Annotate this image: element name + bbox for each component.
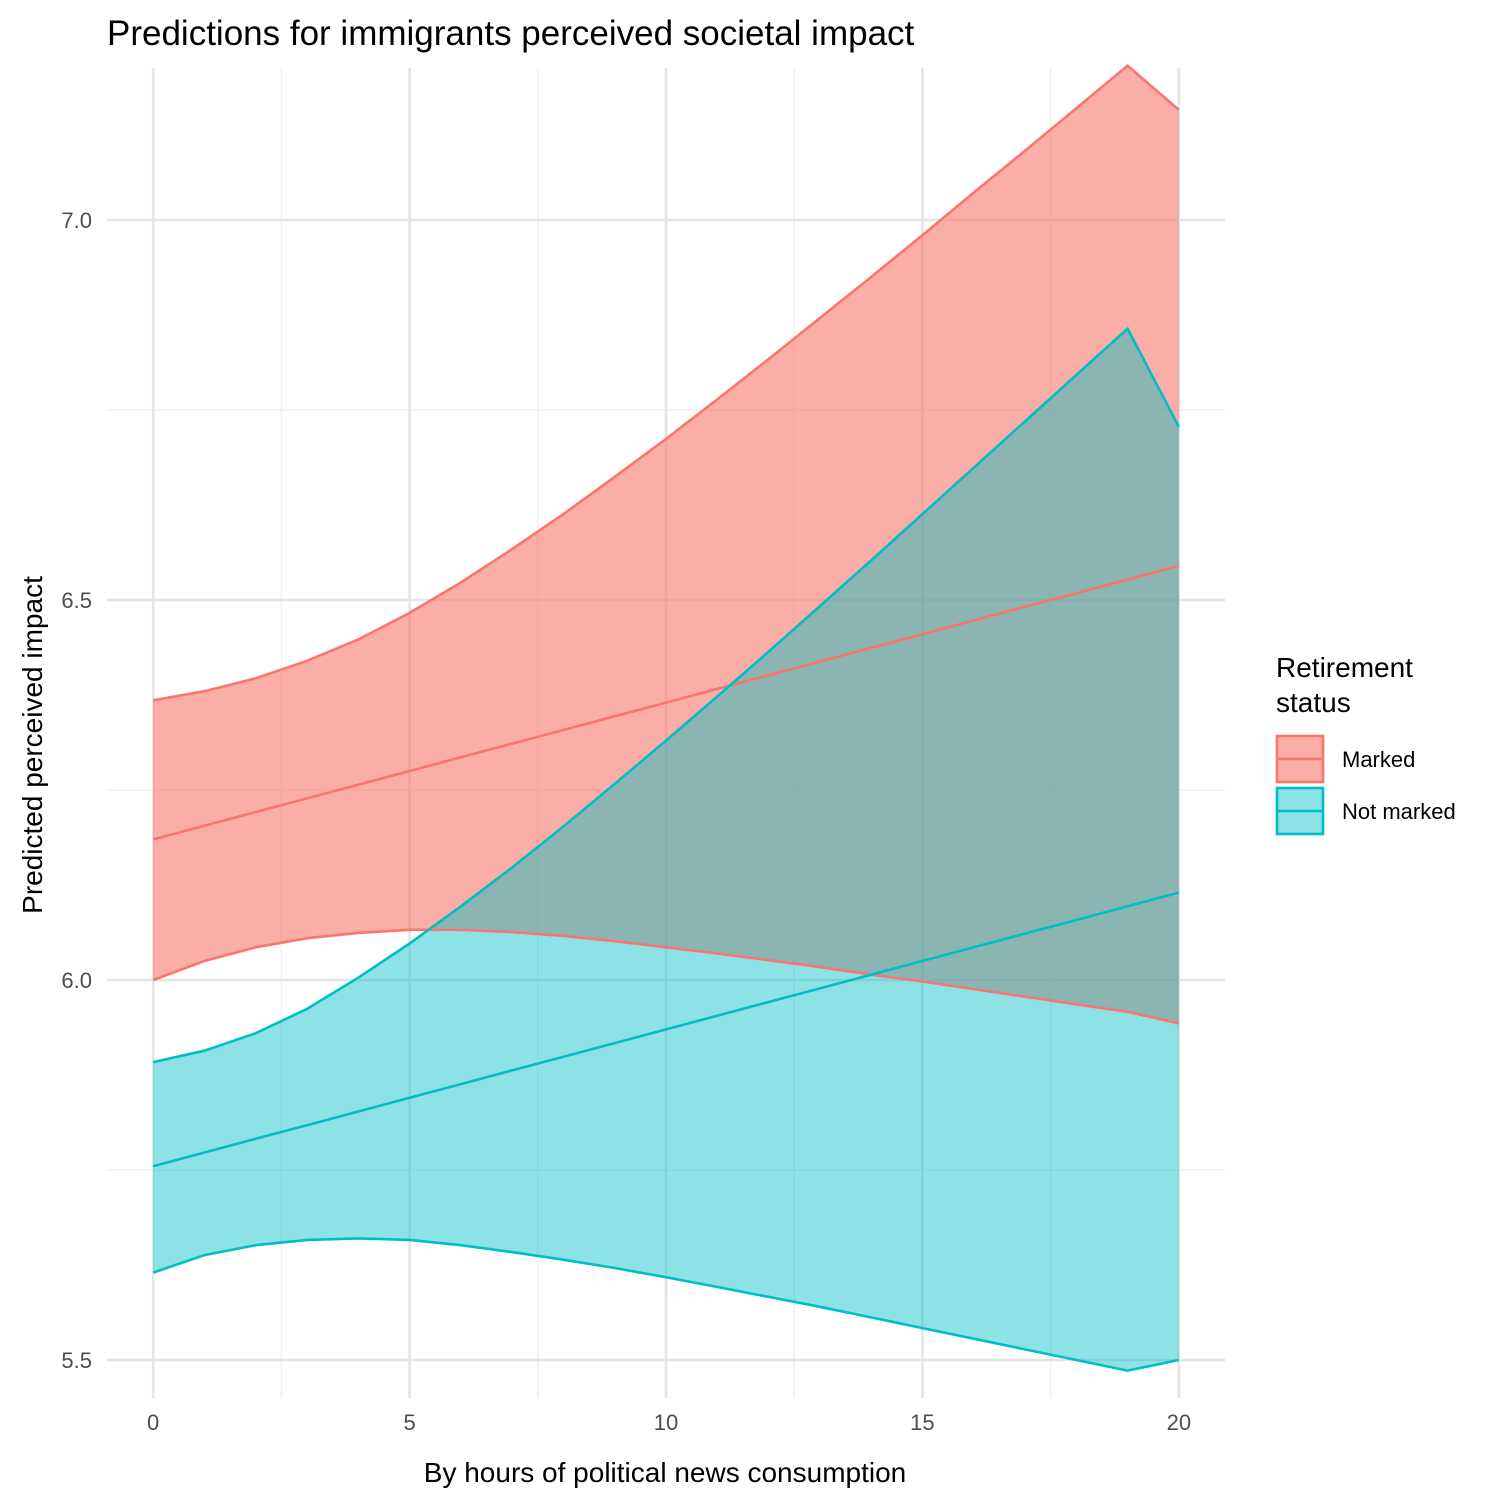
legend: Retirement status Marked Not marked <box>1275 652 1456 836</box>
fit-line-marked <box>152 564 1180 841</box>
legend-label-not-marked: Not marked <box>1342 799 1456 824</box>
chart-title: Predictions for immigrants perceived soc… <box>107 14 915 53</box>
y-axis-title: Predicted perceived impact <box>17 576 48 914</box>
y-tick-label: 6.5 <box>61 588 92 613</box>
x-tick-label: 5 <box>403 1410 415 1435</box>
legend-item-marked: Marked <box>1275 734 1415 784</box>
fit-line-not-marked <box>152 891 1180 1168</box>
confidence-band-marked <box>153 65 1179 1024</box>
lower-bound-line-not-marked <box>152 1237 1180 1372</box>
x-tick-label: 0 <box>147 1410 159 1435</box>
axes: 0 5 10 15 20 5.5 6.0 6.5 7.0 <box>61 208 1191 1435</box>
legend-title: Retirement status <box>1276 652 1421 718</box>
upper-bound-line-marked <box>152 63 1180 702</box>
legend-title-line-1: Retirement <box>1276 652 1413 683</box>
y-tick-label: 6.0 <box>61 968 92 993</box>
y-tick-label: 5.5 <box>61 1348 92 1373</box>
lower-bound-line-marked <box>152 928 1180 1025</box>
legend-title-line-2: status <box>1276 687 1351 718</box>
confidence-bands <box>153 65 1179 1371</box>
legend-label-marked: Marked <box>1342 747 1415 772</box>
confidence-band-not-marked <box>153 328 1179 1371</box>
legend-item-not-marked: Not marked <box>1275 786 1456 836</box>
x-axis-title: By hours of political news consumption <box>424 1457 906 1488</box>
x-tick-label: 15 <box>910 1410 934 1435</box>
series-lines <box>152 63 1180 1372</box>
x-tick-label: 10 <box>654 1410 678 1435</box>
x-tick-label: 20 <box>1167 1410 1191 1435</box>
upper-bound-line-not-marked <box>152 326 1180 1064</box>
y-tick-label: 7.0 <box>61 208 92 233</box>
